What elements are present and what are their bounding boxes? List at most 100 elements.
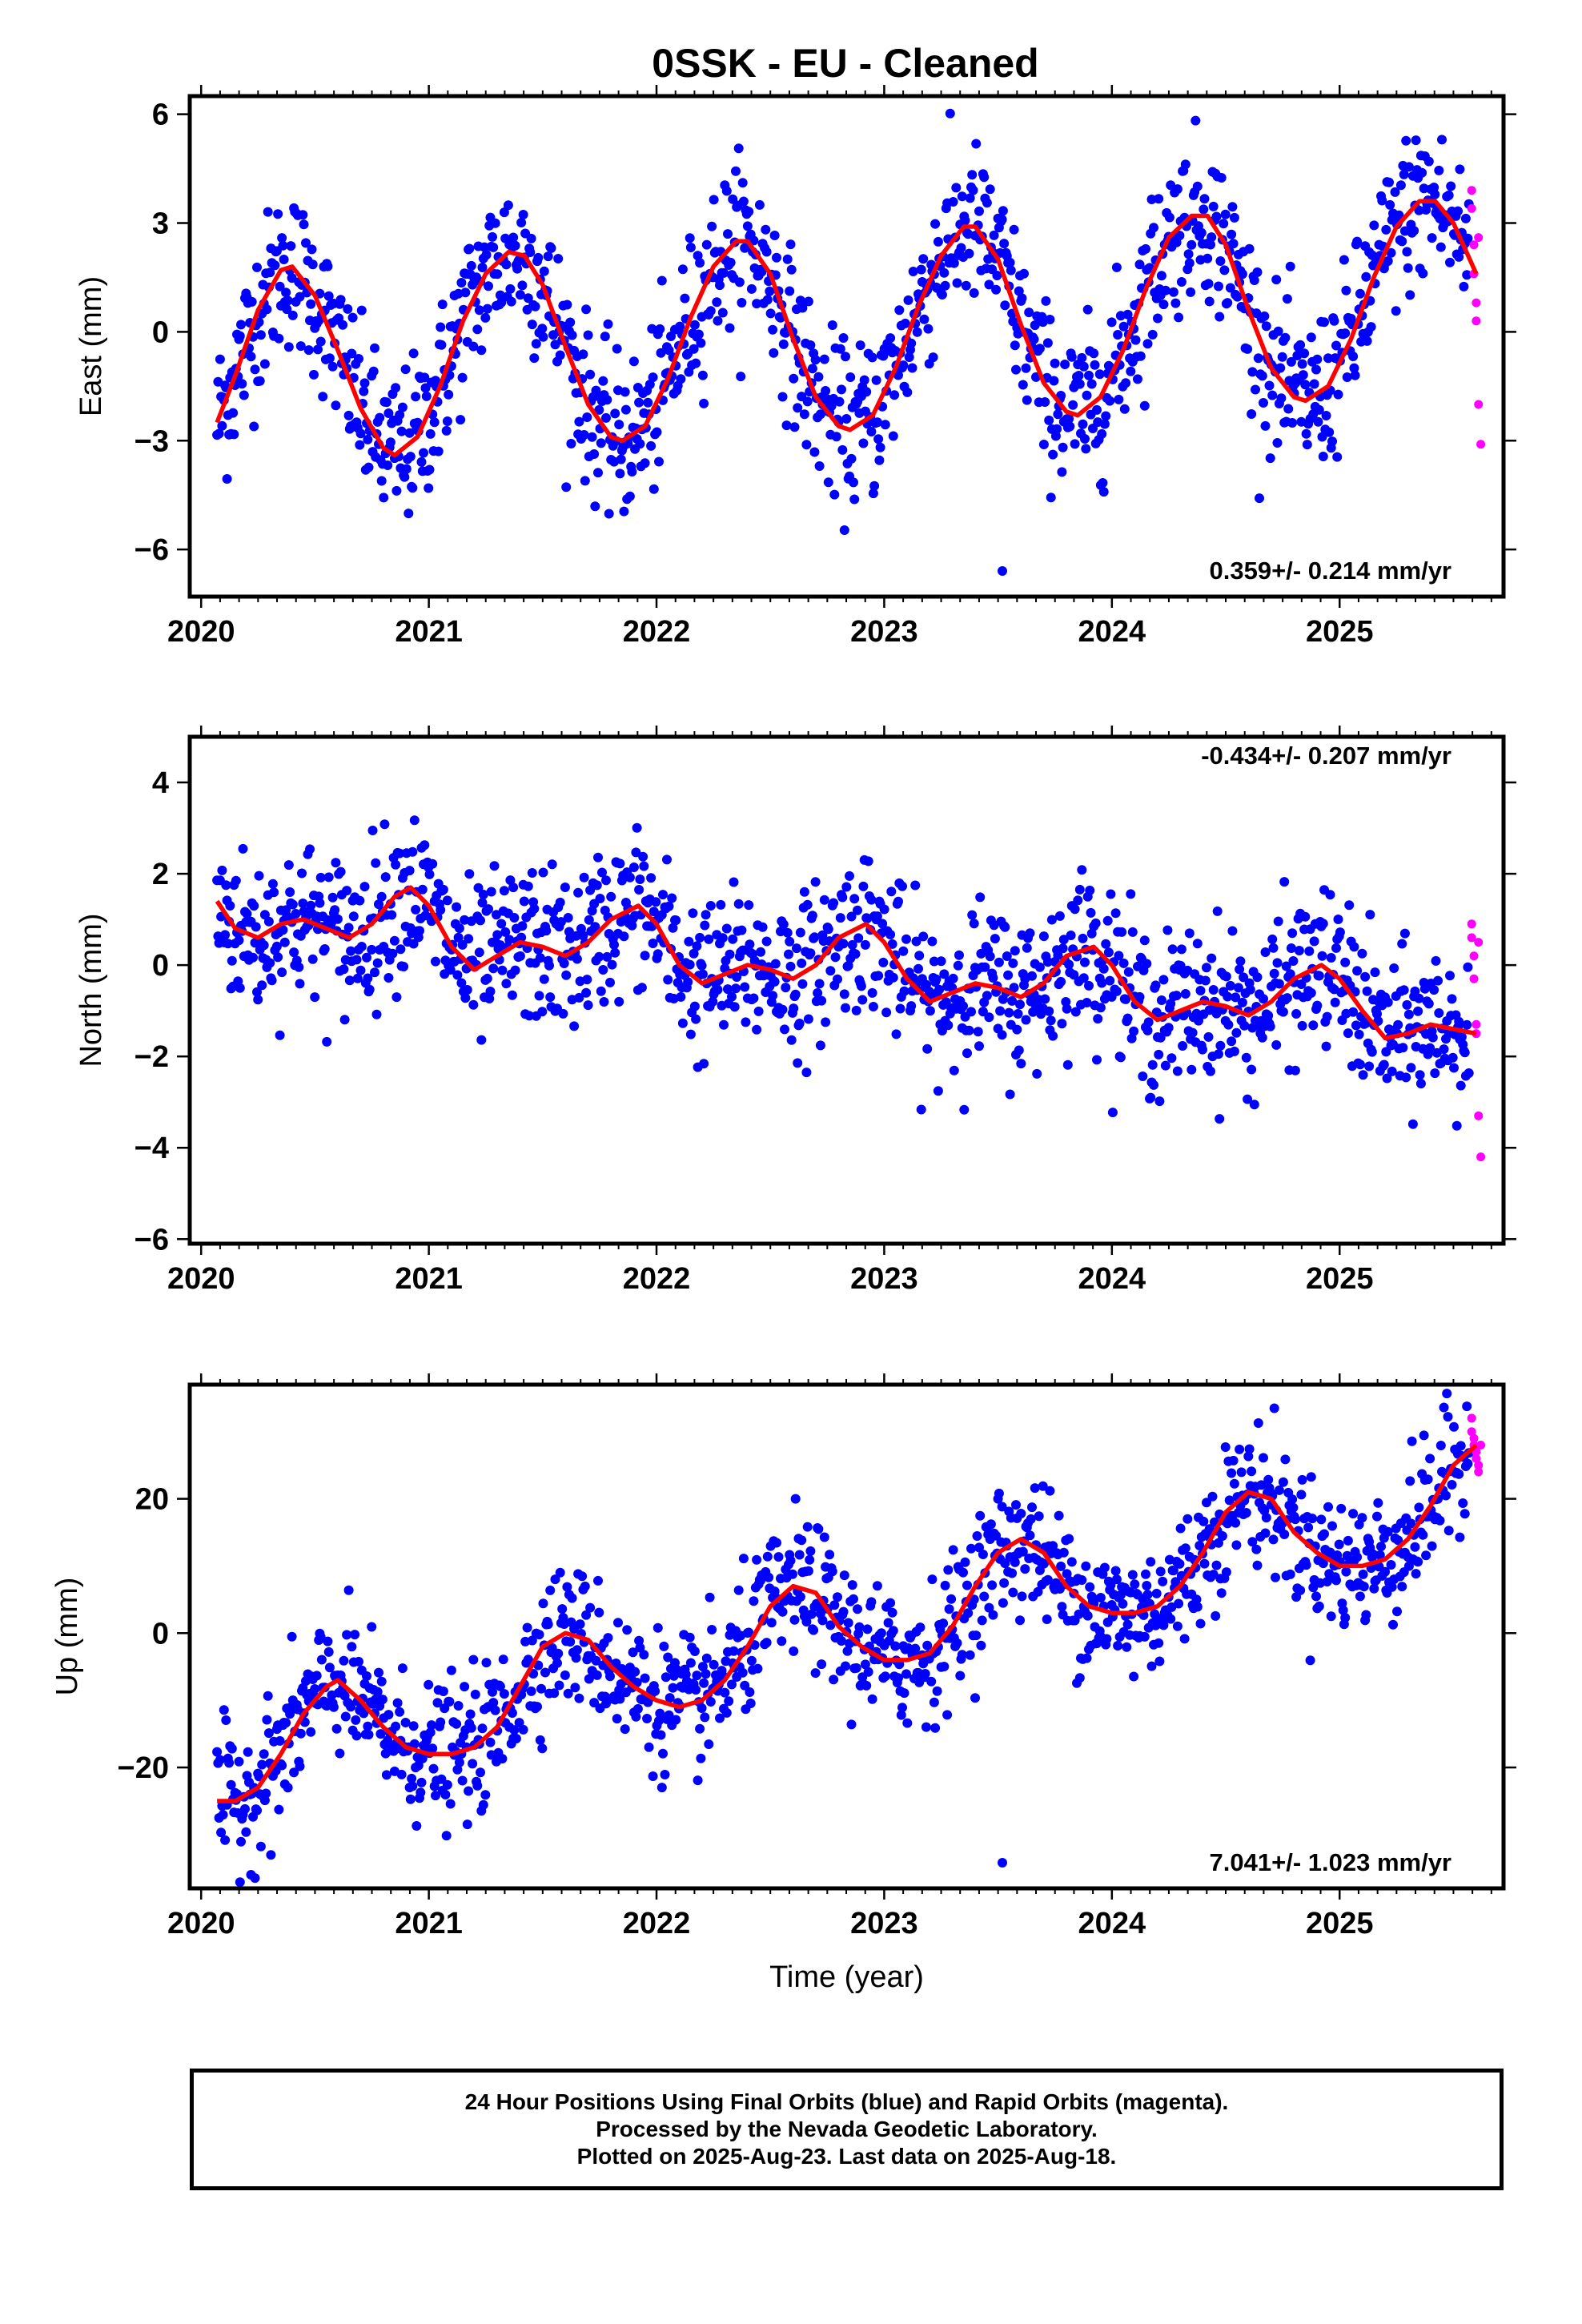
- final-orbit-point: [851, 1663, 861, 1673]
- final-orbit-point: [424, 869, 435, 879]
- final-orbit-point: [1008, 1587, 1018, 1598]
- final-orbit-point: [821, 386, 831, 396]
- final-orbit-point: [441, 1831, 452, 1841]
- final-orbit-point: [1080, 957, 1090, 967]
- final-orbit-point: [745, 939, 755, 950]
- final-orbit-point: [351, 1731, 362, 1741]
- final-orbit-point: [1097, 978, 1107, 988]
- final-orbit-point: [599, 997, 609, 1007]
- final-orbit-point: [1414, 205, 1424, 215]
- final-orbit-point: [632, 822, 642, 833]
- rate-legend-dot: [998, 566, 1007, 576]
- final-orbit-point: [1403, 1009, 1414, 1019]
- final-orbit-point: [634, 885, 644, 895]
- final-orbit-point: [615, 858, 625, 869]
- final-orbit-point: [578, 931, 588, 941]
- final-orbit-point: [1239, 972, 1249, 983]
- final-orbit-point: [217, 420, 227, 431]
- final-orbit-point: [786, 1035, 797, 1045]
- final-orbit-point: [415, 926, 424, 936]
- final-orbit-point: [1252, 267, 1263, 277]
- final-orbit-point: [980, 962, 990, 972]
- final-orbit-point: [331, 400, 341, 411]
- final-orbit-point: [1308, 1020, 1319, 1031]
- final-orbit-point: [847, 1580, 857, 1590]
- final-orbit-point: [567, 1593, 577, 1603]
- final-orbit-point: [967, 910, 978, 920]
- final-orbit-point: [1243, 1094, 1253, 1104]
- final-orbit-point: [526, 233, 536, 243]
- final-orbit-point: [709, 1659, 719, 1670]
- final-orbit-point: [1252, 972, 1263, 983]
- final-orbit-point: [1445, 971, 1455, 981]
- final-orbit-point: [664, 345, 674, 356]
- final-orbit-point: [689, 320, 700, 330]
- final-orbit-point: [927, 1574, 938, 1585]
- final-orbit-point: [1348, 1007, 1359, 1017]
- final-orbit-point: [761, 936, 772, 947]
- final-orbit-point: [948, 197, 958, 207]
- final-orbit-point: [324, 353, 335, 364]
- final-orbit-point: [1282, 993, 1292, 1003]
- final-orbit-point: [699, 1678, 709, 1688]
- final-orbit-point: [1115, 1590, 1126, 1600]
- final-orbit-point: [1271, 1039, 1282, 1050]
- final-orbit-point: [323, 1636, 333, 1647]
- final-orbit-point: [1203, 1031, 1214, 1042]
- final-orbit-point: [699, 1059, 709, 1069]
- final-orbit-point: [1099, 419, 1110, 429]
- final-orbit-point: [395, 1707, 405, 1717]
- final-orbit-point: [1008, 958, 1018, 968]
- final-orbit-point: [566, 439, 576, 448]
- final-orbit-point: [1325, 890, 1335, 900]
- final-orbit-point: [1418, 268, 1428, 279]
- final-orbit-point: [827, 320, 837, 330]
- final-orbit-point: [1410, 1542, 1420, 1552]
- x-tick-label: 2022: [623, 1262, 691, 1296]
- final-orbit-point: [1233, 983, 1243, 993]
- final-orbit-point: [1048, 1031, 1058, 1041]
- final-orbit-point: [715, 1713, 725, 1723]
- final-orbit-point: [879, 904, 889, 915]
- final-orbit-point: [998, 206, 1008, 216]
- final-orbit-point: [1179, 1634, 1190, 1644]
- final-orbit-point: [1089, 348, 1099, 359]
- final-orbit-point: [902, 387, 913, 397]
- final-orbit-point: [1421, 1550, 1431, 1561]
- final-orbit-point: [557, 1604, 568, 1614]
- final-orbit-point: [518, 210, 528, 219]
- final-orbit-point: [1430, 189, 1440, 199]
- final-orbit-point: [242, 909, 252, 919]
- final-orbit-point: [699, 398, 709, 408]
- final-orbit-point: [1170, 298, 1181, 308]
- final-orbit-point: [1196, 227, 1207, 238]
- final-orbit-point: [834, 396, 845, 407]
- final-orbit-point: [785, 239, 796, 250]
- final-orbit-point: [1180, 1543, 1191, 1554]
- final-orbit-point: [1095, 1003, 1106, 1013]
- final-orbit-point: [1367, 1047, 1377, 1057]
- final-orbit-point: [1324, 427, 1335, 437]
- final-orbit-point: [1168, 1566, 1178, 1576]
- final-orbit-point: [685, 1632, 695, 1642]
- final-orbit-point: [1016, 1509, 1026, 1518]
- final-orbit-point: [565, 1637, 576, 1647]
- y-tick-label: 0: [152, 949, 169, 983]
- final-orbit-point: [594, 1607, 604, 1618]
- final-orbit-point: [1296, 1490, 1307, 1500]
- final-orbit-point: [785, 961, 796, 971]
- final-orbit-point: [1311, 364, 1321, 375]
- final-orbit-point: [279, 937, 290, 947]
- final-orbit-point: [634, 397, 644, 408]
- final-orbit-point: [810, 1668, 821, 1679]
- final-orbit-point: [1385, 199, 1395, 210]
- final-orbit-point: [809, 932, 820, 943]
- final-orbit-point: [1134, 259, 1145, 270]
- final-orbit-point: [503, 200, 513, 211]
- final-orbit-point: [453, 932, 464, 943]
- final-orbit-point: [1406, 1063, 1416, 1073]
- final-orbit-point: [1300, 380, 1311, 390]
- final-orbit-point: [849, 1594, 858, 1604]
- final-orbit-point: [1176, 944, 1186, 955]
- final-orbit-point: [997, 1030, 1007, 1040]
